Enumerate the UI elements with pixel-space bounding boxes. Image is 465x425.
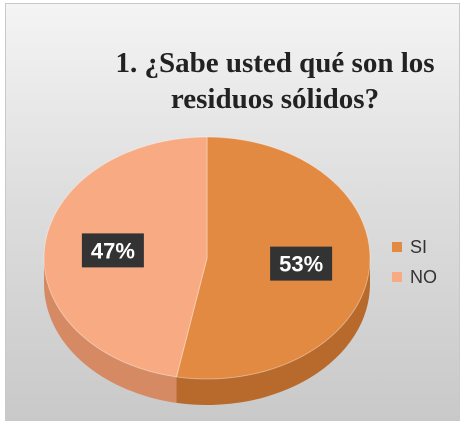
data-label-text: 53% (279, 252, 323, 277)
chart-title: 1. ¿Sabe usted qué son los residuos sóli… (115, 47, 435, 115)
pie-side-si (176, 258, 370, 405)
legend-label-no: NO (410, 266, 437, 287)
legend-swatch-si (392, 242, 402, 252)
legend-label-si: SI (410, 236, 428, 257)
pie-side-no (44, 258, 177, 403)
data-label-box (81, 233, 144, 268)
legend: SI NO (392, 232, 437, 292)
legend-item-si: SI (392, 232, 437, 262)
legend-item-no: NO (392, 262, 437, 292)
data-label-si: 53% (270, 246, 333, 281)
data-label-box (270, 246, 333, 281)
legend-swatch-no (392, 272, 402, 282)
data-label-no: 47% (81, 233, 144, 268)
data-label-text: 47% (91, 238, 135, 263)
